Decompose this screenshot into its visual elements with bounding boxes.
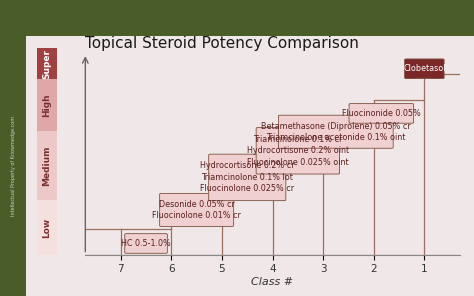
Text: Hydrocortisone 0.2% cr
Triamcinolone 0.1% lot
Fluocinolone 0.025% cr: Hydrocortisone 0.2% cr Triamcinolone 0.1…: [200, 161, 294, 193]
Text: HC 0.5-1.0%: HC 0.5-1.0%: [121, 239, 171, 248]
Text: Betamethasone (Diprolene) 0.05% cr
Triamcinolone acetonide 0.1% oint: Betamethasone (Diprolene) 0.05% cr Triam…: [261, 121, 410, 142]
Text: Low: Low: [43, 217, 52, 238]
Text: Desonide 0.05% cr
Fluocinolone 0.01% cr: Desonide 0.05% cr Fluocinolone 0.01% cr: [152, 200, 241, 220]
Y-axis label: Increasing Potency: Increasing Potency: [45, 107, 55, 200]
FancyBboxPatch shape: [405, 59, 444, 78]
FancyBboxPatch shape: [160, 193, 234, 226]
FancyBboxPatch shape: [256, 128, 339, 174]
Text: High: High: [43, 93, 52, 117]
Text: Topical Steroid Potency Comparison: Topical Steroid Potency Comparison: [85, 36, 359, 51]
FancyBboxPatch shape: [349, 104, 414, 123]
Bar: [36, 131, 57, 200]
Text: Intellectual Property of Knowmedge.com: Intellectual Property of Knowmedge.com: [11, 116, 16, 216]
X-axis label: Class #: Class #: [252, 277, 293, 287]
Bar: [36, 48, 57, 79]
Text: Clobetasol: Clobetasol: [403, 64, 446, 73]
Text: Triamcinolone 0.1% cr
Hydrocortisone 0.2% oint
Fluocinolone 0.025% oint: Triamcinolone 0.1% cr Hydrocortisone 0.2…: [247, 135, 349, 167]
Bar: [36, 79, 57, 131]
FancyBboxPatch shape: [278, 115, 393, 148]
FancyBboxPatch shape: [209, 154, 286, 201]
Text: Fluocinonide 0.05%: Fluocinonide 0.05%: [342, 109, 421, 118]
FancyBboxPatch shape: [125, 234, 167, 253]
Text: Super: Super: [43, 49, 52, 79]
Bar: [36, 200, 57, 255]
Text: Medium: Medium: [43, 145, 52, 186]
